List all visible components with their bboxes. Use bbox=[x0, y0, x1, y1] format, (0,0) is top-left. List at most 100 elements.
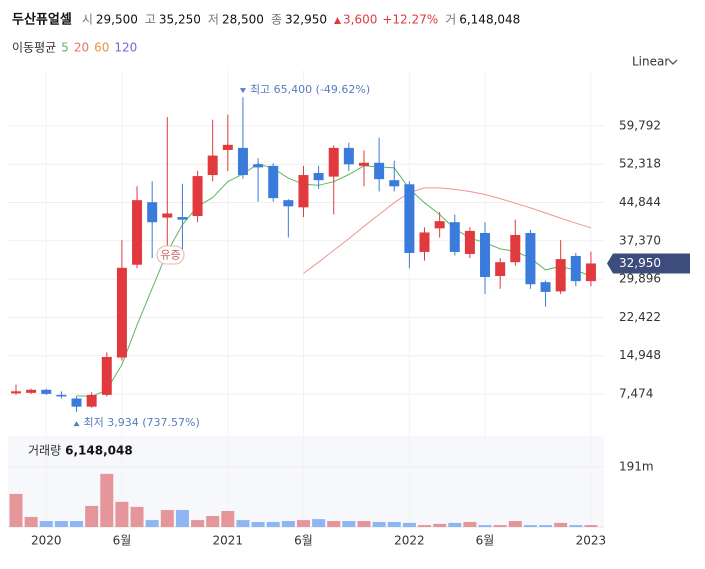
volume-value: 6,148,048 bbox=[459, 13, 520, 27]
candle-body bbox=[480, 232, 491, 278]
volume-bar bbox=[448, 522, 462, 527]
candle-body bbox=[555, 259, 566, 292]
volume-bar bbox=[9, 493, 23, 527]
candle-body bbox=[283, 200, 294, 207]
volume-bar bbox=[236, 520, 250, 527]
volume-bar bbox=[160, 510, 174, 527]
volume-title: 거래량 bbox=[28, 444, 61, 458]
last-price: 32,950 bbox=[619, 256, 661, 270]
candle-body bbox=[585, 263, 596, 282]
candle-body bbox=[268, 165, 279, 199]
volume-bar bbox=[493, 525, 507, 527]
change-pct: +12.27% bbox=[382, 13, 438, 27]
volume-bar bbox=[342, 521, 356, 527]
volume-bar bbox=[539, 525, 553, 527]
volume-bar bbox=[372, 521, 386, 527]
candle-body bbox=[207, 155, 218, 176]
volume-bar bbox=[221, 510, 235, 527]
y-tick-label: 44,844 bbox=[619, 195, 661, 209]
ma-line bbox=[303, 187, 592, 274]
price-tag bbox=[607, 253, 690, 274]
volume-bar bbox=[402, 522, 416, 527]
candle-body bbox=[540, 282, 551, 292]
volume-bar bbox=[478, 525, 492, 527]
volume-bar bbox=[387, 521, 401, 527]
x-tick-label: 6월 bbox=[294, 534, 313, 548]
x-tick-label: 6월 bbox=[476, 534, 495, 548]
volume-bar bbox=[206, 515, 220, 527]
volume-bar bbox=[115, 501, 129, 527]
volume-bar bbox=[569, 525, 583, 527]
candle-body bbox=[116, 267, 127, 358]
volume-bar bbox=[85, 505, 99, 527]
volume-bar bbox=[175, 510, 189, 527]
candle-body bbox=[41, 389, 52, 394]
change: 3,600 bbox=[343, 13, 377, 27]
high-label: 최고 65,400 (-49.62%) bbox=[250, 83, 370, 96]
x-tick-label: 2021 bbox=[213, 534, 244, 548]
volume-bar bbox=[130, 506, 144, 527]
y-tick-label: 29,896 bbox=[619, 272, 661, 286]
volume-bar bbox=[312, 519, 326, 527]
scale-dropdown[interactable]: Linear bbox=[632, 55, 678, 69]
ma-title: 이동평균 bbox=[12, 41, 56, 55]
legend-entry: 60 bbox=[94, 41, 109, 55]
volume-bar bbox=[418, 525, 432, 527]
field-value: 28,500 bbox=[222, 13, 264, 27]
volume-label: 거 bbox=[445, 13, 456, 27]
volume-bar bbox=[281, 521, 295, 527]
dropdown-chevron[interactable] bbox=[668, 59, 678, 65]
candle-body bbox=[449, 222, 460, 252]
candle-body bbox=[147, 202, 158, 223]
scale-mode[interactable]: Linear bbox=[632, 55, 669, 69]
candle-body bbox=[132, 200, 143, 265]
volume-bar bbox=[251, 521, 265, 527]
candle-body bbox=[343, 147, 354, 165]
stock-name: 두산퓨얼셀 bbox=[12, 12, 72, 28]
y-tick-label: 59,792 bbox=[619, 118, 661, 132]
field-value: 32,950 bbox=[285, 13, 327, 27]
volume-bar bbox=[296, 520, 310, 527]
candle-body bbox=[56, 394, 67, 397]
volume-bar bbox=[100, 473, 114, 527]
volume-bar bbox=[463, 521, 477, 527]
field-label: 종 bbox=[271, 13, 282, 27]
candle-body bbox=[464, 230, 475, 254]
y-tick-label: 37,370 bbox=[619, 233, 661, 247]
candle-body bbox=[222, 144, 233, 150]
volume-tick-label: 191m bbox=[619, 459, 654, 473]
field-value: 35,250 bbox=[159, 13, 201, 27]
y-tick-label: 22,422 bbox=[619, 310, 661, 324]
candle-body bbox=[86, 394, 97, 407]
candle-body bbox=[313, 173, 324, 181]
event-badge bbox=[156, 245, 185, 265]
candle-body bbox=[374, 162, 385, 180]
candle-body bbox=[162, 213, 173, 218]
x-tick-label: 2023 bbox=[576, 534, 607, 548]
candle-body bbox=[177, 217, 188, 220]
candle-body bbox=[11, 391, 21, 394]
y-tick-label: 52,318 bbox=[619, 157, 661, 171]
volume-bar bbox=[523, 525, 537, 527]
candle-body bbox=[298, 175, 309, 208]
x-tick-label: 6월 bbox=[113, 534, 132, 548]
candle-body bbox=[419, 232, 430, 252]
candle-body bbox=[26, 389, 37, 393]
volume-bar bbox=[433, 523, 447, 527]
candle-body bbox=[495, 262, 506, 277]
candle-body bbox=[389, 180, 400, 187]
y-tick-label: 14,948 bbox=[619, 348, 661, 362]
volume-bar bbox=[24, 516, 38, 527]
candle-body bbox=[328, 147, 339, 177]
volume-bar bbox=[584, 525, 598, 527]
volume-bar bbox=[145, 520, 159, 527]
candle-body bbox=[71, 398, 82, 407]
candle-body bbox=[404, 184, 415, 253]
candle-body bbox=[192, 176, 203, 217]
x-tick-label: 2022 bbox=[394, 534, 425, 548]
low-label: 최저 3,934 (737.57%) bbox=[84, 416, 200, 429]
event-label: 유증 bbox=[160, 249, 180, 262]
volume-bar bbox=[266, 521, 280, 527]
candle-body bbox=[570, 256, 581, 282]
